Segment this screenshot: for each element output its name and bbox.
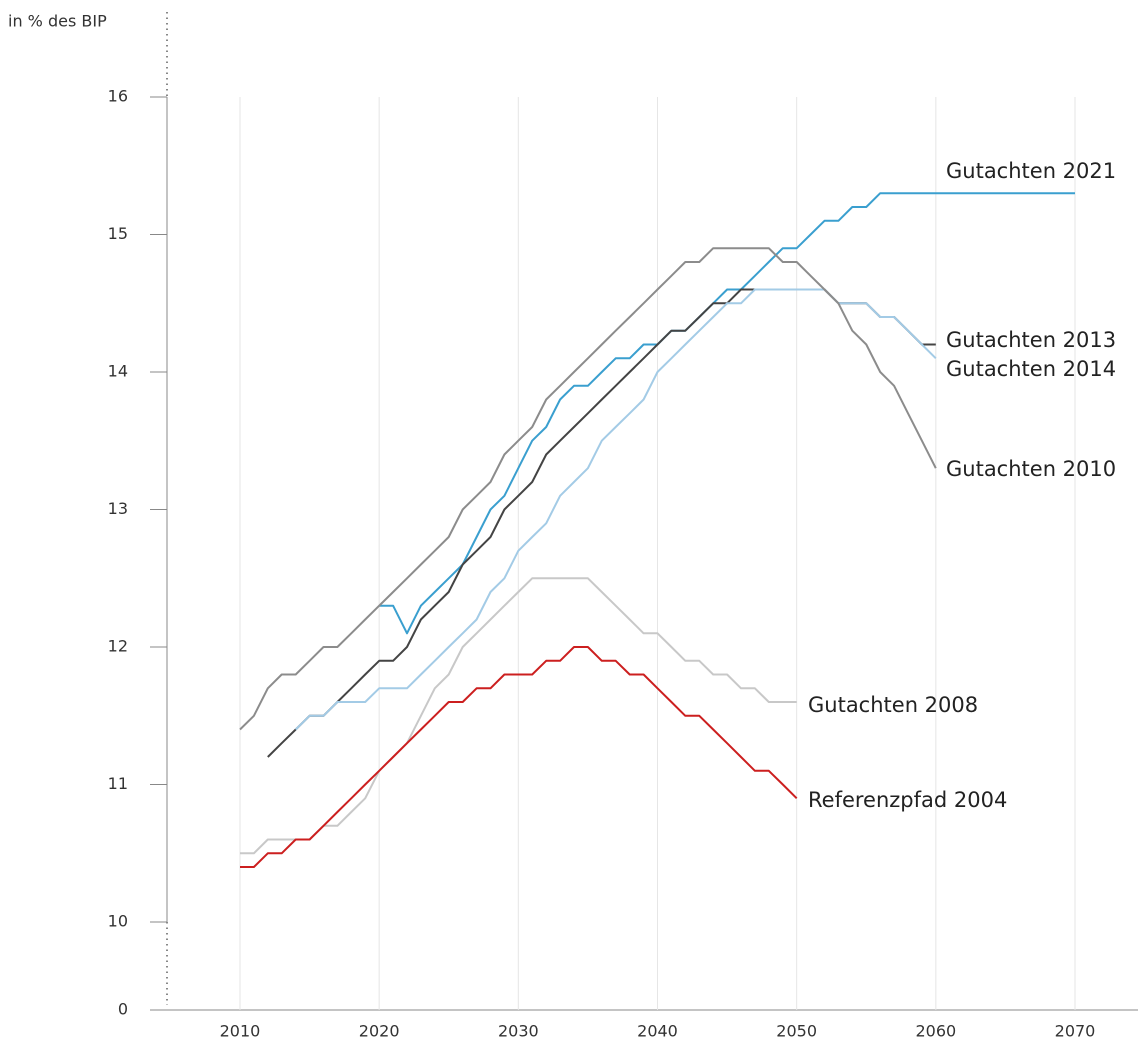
y-tick-label: 11 — [108, 774, 128, 793]
series-line — [240, 646, 798, 868]
x-tick-label: 2040 — [637, 1022, 678, 1041]
series-label: Gutachten 2008 — [808, 693, 978, 717]
series-line — [240, 577, 797, 855]
y-tick-label: 0 — [118, 1000, 128, 1019]
y-tick-label: 12 — [108, 637, 128, 656]
y-axis-label: in % des BIP — [8, 12, 107, 31]
x-tick-label: 2010 — [220, 1022, 261, 1041]
y-tick-label: 10 — [108, 912, 128, 931]
series-label: Gutachten 2014 — [946, 357, 1116, 381]
series-label: Gutachten 2021 — [946, 159, 1116, 183]
series-label: Referenzpfad 2004 — [808, 788, 1007, 812]
series-line — [239, 247, 937, 731]
x-tick-label: 2050 — [776, 1022, 817, 1041]
series-line — [294, 288, 937, 731]
y-tick-label: 14 — [108, 362, 128, 381]
x-tick-label: 2020 — [359, 1022, 400, 1041]
x-tick-label: 2060 — [915, 1022, 956, 1041]
x-tick-label: 2070 — [1055, 1022, 1096, 1041]
series-label: Gutachten 2013 — [946, 328, 1116, 352]
series-label: Gutachten 2010 — [946, 457, 1116, 481]
y-tick-label: 15 — [108, 224, 128, 243]
series-line — [267, 288, 936, 758]
x-tick-label: 2030 — [498, 1022, 539, 1041]
y-tick-label: 16 — [108, 87, 128, 106]
series-line — [379, 192, 1075, 635]
y-tick-label: 13 — [108, 499, 128, 518]
